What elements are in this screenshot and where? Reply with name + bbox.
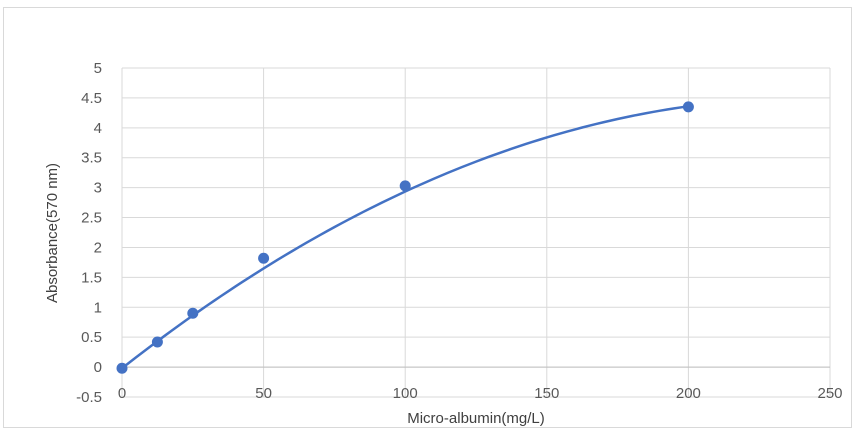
y-tick-label: 1 xyxy=(94,299,102,316)
x-tick-label: 150 xyxy=(534,385,559,402)
grid-layer xyxy=(121,67,831,398)
tick-layer: -0.500.511.522.533.544.550 50 100 150 200 250 xyxy=(76,60,842,406)
y-tick-label: 5 xyxy=(94,60,102,77)
x-axis-title: Micro-albumin(mg/L) xyxy=(407,410,545,427)
y-tick-label: 2.5 xyxy=(81,210,102,227)
x-tick-label: 250 xyxy=(817,385,842,402)
y-tick-label: 4 xyxy=(94,120,102,137)
y-tick-label: -0.5 xyxy=(76,389,102,406)
data-point xyxy=(187,307,199,319)
y-tick-label: 3 xyxy=(94,180,102,197)
data-point xyxy=(399,180,411,192)
point-layer xyxy=(116,101,694,374)
y-tick-label: 0 xyxy=(94,359,102,376)
y-tick-label: 3.5 xyxy=(81,150,102,167)
x-tick-label: 50 xyxy=(255,385,272,402)
y-tick-label: 4.5 xyxy=(81,90,102,107)
data-point xyxy=(116,362,128,374)
data-point xyxy=(151,336,163,348)
trend-layer xyxy=(121,105,689,370)
y-axis-title: Absorbance(570 nm) xyxy=(44,163,61,303)
x-tick-label: 200 xyxy=(676,385,701,402)
data-point xyxy=(258,252,270,264)
y-tick-label: 0.5 xyxy=(81,329,102,346)
y-tick-label: 1.5 xyxy=(81,269,102,286)
data-point xyxy=(682,101,694,113)
trendline xyxy=(121,105,689,370)
y-tick-label: 2 xyxy=(94,239,102,256)
x-tick-label: 0 xyxy=(118,385,126,402)
x-tick-label: 100 xyxy=(393,385,418,402)
